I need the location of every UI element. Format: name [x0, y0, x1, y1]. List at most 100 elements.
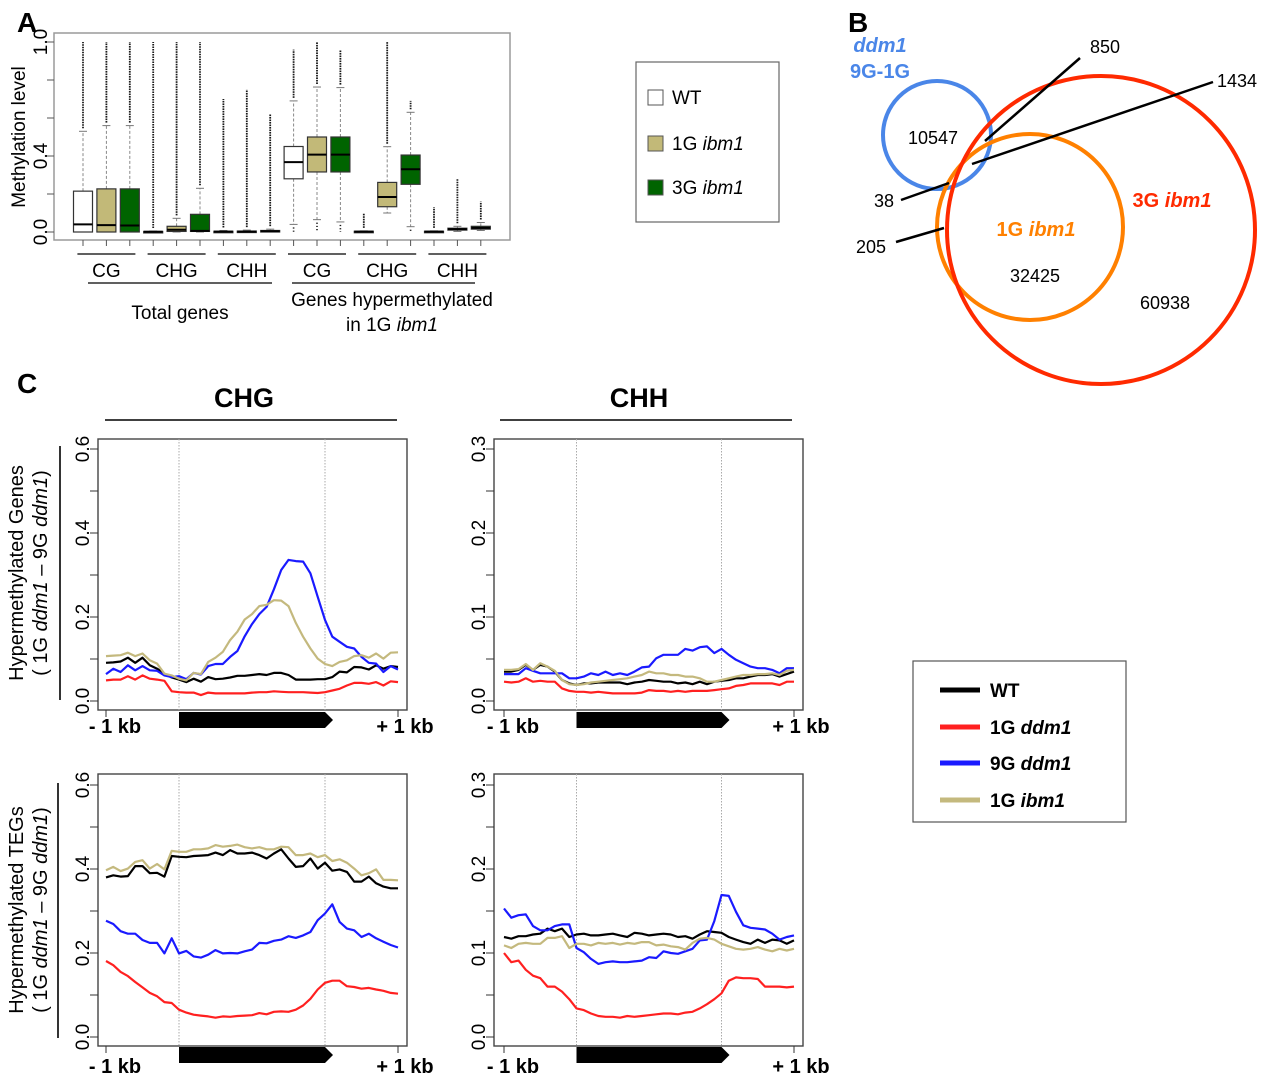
context-label-part: CHG: [155, 261, 197, 282]
x-tick-label-part: + 1 kb: [772, 716, 829, 738]
y-tick-label-part: 0.2: [469, 856, 490, 882]
y-tick-label-part: 0.0: [73, 1024, 94, 1050]
legend-item-9g-ddm1: 9G ddm1: [940, 754, 1071, 775]
venn-set-label-ddm1: ddm1: [853, 35, 906, 57]
series-line-wt: [105, 656, 399, 684]
x-tick-label-part: + 1 kb: [772, 1056, 829, 1078]
row-label-part: Hypermethylated Genes: [6, 465, 28, 681]
y-tick-label: 0.1: [469, 604, 490, 630]
y-tick-label: 0.6: [73, 436, 94, 462]
venn-leader-line: [984, 57, 1081, 142]
column-title-chg-part: CHG: [214, 383, 274, 413]
group-label-hypermethylated-line2-part: ibm1: [397, 315, 438, 336]
series-line-9g-ddm1: [105, 558, 399, 681]
legend-item-3g-ibm1: 3G ibm1: [647, 178, 744, 199]
venn-set-label-3g-ibm1-part: 3G: [1133, 190, 1165, 212]
series-line-1g-ibm1: [504, 662, 795, 687]
context-label: CHG: [366, 261, 408, 282]
legend-label-part: 1G: [990, 718, 1021, 739]
row-label-line2-part: ): [30, 807, 52, 814]
x-tick-label: + 1 kb: [772, 716, 829, 738]
y-tick-label: 0.2: [469, 520, 490, 546]
y-tick-label: 0.1: [469, 940, 490, 966]
y-tick-label: 0.4: [73, 855, 94, 882]
profile-plot-chg-genes: 0.0 0.2 0.4 0.6 - 1 kb + 1 kb: [73, 436, 434, 738]
y-tick-label: 1.0: [31, 29, 52, 55]
x-tick-label-part: - 1 kb: [487, 1056, 539, 1078]
context-label: CG: [92, 261, 121, 282]
box-body: [377, 181, 398, 208]
x-tick-label: - 1 kb: [89, 1056, 141, 1078]
venn-set-label-ddm1-line2-part: 9G-1G: [850, 61, 910, 83]
plot-frame: [97, 773, 408, 1047]
venn-leader-line: [971, 80, 1214, 166]
x-tick-label-part: + 1 kb: [376, 1056, 433, 1078]
venn-count: 205: [856, 237, 886, 257]
box-chh-3g-ibm1: [260, 114, 281, 246]
y-axis-label: Methylation level: [9, 66, 30, 208]
series-line-1g-ddm1: [105, 960, 399, 1019]
series-line-9g-ddm1: [504, 645, 794, 680]
row-label-line2-part: ): [30, 470, 52, 477]
box-chg-1g-ibm1: [166, 42, 187, 246]
y-tick-label: 0.0: [469, 688, 490, 714]
gene-body-arrow-icon: [576, 1047, 730, 1063]
box-chg-wt: [353, 213, 374, 246]
row-label-line2-part: ( 1G: [30, 968, 52, 1012]
y-tick-label: 0.2: [73, 604, 94, 630]
context-label: CG: [303, 261, 332, 282]
y-tick-label: 0.2: [469, 856, 490, 882]
venn-count: 32425: [1010, 266, 1060, 286]
series-line-1g-ibm1: [105, 599, 399, 682]
venn-leader-line: [900, 181, 950, 202]
row-label-line2-part: ddm1: [30, 581, 52, 631]
y-axis-label-part: Methylation level: [9, 66, 30, 208]
y-tick-label: 0.3: [469, 772, 490, 798]
box-cg-1g-ibm1: [306, 42, 328, 246]
panel-label-c-part: C: [17, 368, 37, 399]
y-tick-label-part: 0.1: [469, 604, 490, 630]
x-tick-label: - 1 kb: [487, 716, 539, 738]
row-label-line2-part: – 9G: [30, 527, 52, 581]
x-tick-label-part: - 1 kb: [487, 716, 539, 738]
venn-set-label-3g-ibm1: 3G ibm1: [1133, 190, 1212, 212]
context-label-part: CG: [92, 261, 121, 282]
legend-label-part: ibm1: [703, 178, 744, 199]
box-cg-3g-ibm1: [330, 49, 351, 246]
gene-body-arrow-icon: [179, 712, 333, 728]
y-tick-label: 0.4: [73, 519, 94, 546]
venn-count-part: 850: [1090, 37, 1120, 57]
gene-body-arrow-icon: [179, 1047, 333, 1063]
panel-label-b: B: [848, 7, 868, 38]
legend-label: 1G ibm1: [672, 134, 744, 155]
y-tick-label-part: 0.2: [73, 604, 94, 630]
venn-count-part: 1434: [1217, 71, 1257, 91]
series-line-9g-ddm1: [105, 903, 399, 959]
legend-label: WT: [990, 681, 1020, 702]
context-label-part: CHH: [437, 261, 478, 282]
x-tick-label-part: - 1 kb: [89, 1056, 141, 1078]
legend-label-part: ddm1: [1021, 754, 1072, 775]
x-tick-label-part: + 1 kb: [376, 716, 433, 738]
legend-label: 3G ibm1: [672, 178, 744, 199]
gene-body-arrow-icon: [576, 712, 730, 728]
y-tick-label: 0.3: [469, 436, 490, 462]
venn-count-part: 205: [856, 237, 886, 257]
context-label: CHG: [155, 261, 197, 282]
box-chg-1g-ibm1: [377, 42, 398, 246]
legend-item-1g-ibm1: 1G ibm1: [647, 134, 744, 155]
box-body: [96, 188, 117, 233]
y-tick-label-part: 0.6: [73, 436, 94, 462]
legend-label-part: ddm1: [1021, 718, 1072, 739]
row-label-line2: ( 1G ddm1 – 9G ddm1): [30, 807, 52, 1013]
series-line-9g-ddm1: [503, 893, 795, 966]
legend-item-wt: WT: [940, 681, 1020, 702]
series-line-1g-ddm1: [105, 674, 399, 697]
x-tick-label: + 1 kb: [376, 1056, 433, 1078]
panel-label-c: C: [17, 368, 37, 399]
legend-label: 1G ddm1: [990, 718, 1071, 739]
series-line-wt: [105, 848, 398, 890]
